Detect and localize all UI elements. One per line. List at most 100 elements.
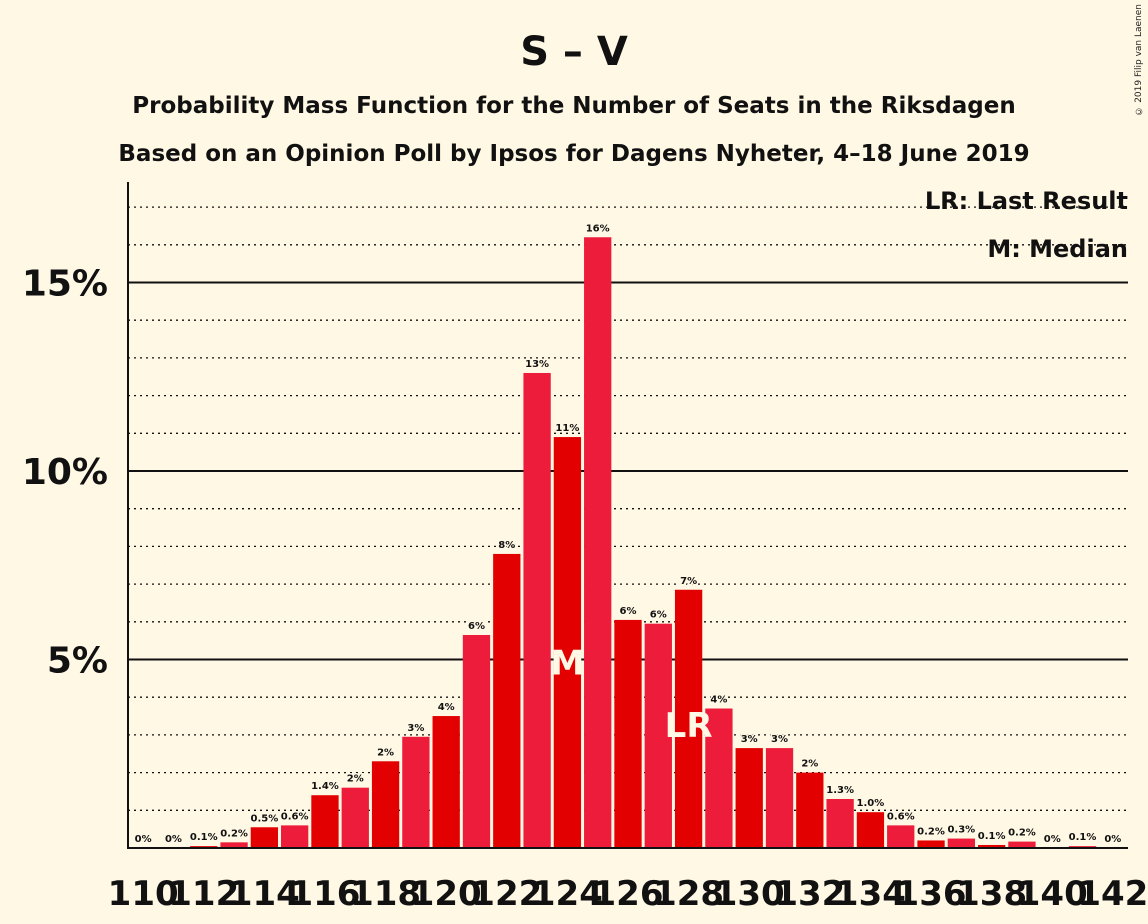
bar: [796, 772, 824, 848]
data-label: 2%: [377, 747, 394, 758]
data-label: 0.1%: [190, 832, 218, 843]
data-label: 0.6%: [281, 811, 309, 822]
y-tick-label: 15%: [22, 264, 108, 305]
bar: [735, 748, 763, 848]
x-tick-label: 122: [471, 874, 542, 914]
bar: [887, 825, 915, 848]
data-label-halo: 2%: [801, 759, 818, 770]
x-tick-label: 116: [289, 874, 360, 914]
bar: [311, 795, 339, 848]
data-label-halo: 0.2%: [1008, 828, 1036, 839]
data-label: 7%: [680, 576, 697, 587]
x-tick-label: 134: [835, 874, 906, 914]
data-label: 0.2%: [220, 828, 248, 839]
data-label-halo: 0.6%: [281, 811, 309, 822]
data-label: 4%: [710, 695, 727, 706]
data-label-halo: 7%: [680, 576, 697, 587]
x-tick-label: 114: [229, 874, 300, 914]
x-tick-label: 128: [653, 874, 724, 914]
x-tick-label: 140: [1017, 874, 1088, 914]
data-label-halo: 0%: [135, 834, 152, 845]
bar: [493, 553, 521, 848]
copyright-text: © 2019 Filip van Laenen: [1134, 4, 1144, 116]
data-label-halo: 0.5%: [250, 813, 278, 824]
data-label: 0.3%: [947, 825, 975, 836]
data-label-halo: 1.4%: [311, 781, 339, 792]
x-tick-label: 118: [350, 874, 421, 914]
bar: [584, 237, 612, 848]
chart-title: S – V: [520, 29, 628, 75]
data-label: 2%: [801, 759, 818, 770]
data-label-halo: 0%: [165, 834, 182, 845]
data-label-halo: 0.1%: [190, 832, 218, 843]
data-label: 11%: [555, 423, 579, 434]
chart-subtitle-1: Probability Mass Function for the Number…: [132, 93, 1015, 119]
data-label-halo: 2%: [347, 774, 364, 785]
x-tick-label: 130: [714, 874, 785, 914]
data-label: 6%: [620, 606, 637, 617]
bar: [341, 787, 369, 848]
bar: [1008, 841, 1036, 848]
data-label-halo: 2%: [377, 747, 394, 758]
data-label: 0%: [135, 834, 152, 845]
data-label: 3%: [771, 734, 788, 745]
data-label-halo: 6%: [650, 610, 667, 621]
legend-last-result: LR: Last Result: [925, 187, 1128, 215]
bar: [523, 372, 551, 848]
legend-median: M: Median: [987, 235, 1128, 263]
data-label: 0.5%: [250, 813, 278, 824]
bar: [947, 838, 975, 848]
data-label-halo: 6%: [468, 621, 485, 632]
data-label: 1.3%: [826, 785, 854, 796]
bar: [977, 844, 1006, 848]
bar: [553, 437, 582, 848]
data-label-halo: 11%: [555, 423, 579, 434]
bar: [917, 840, 945, 848]
data-label: 0%: [1104, 834, 1121, 845]
data-label-halo: 0.2%: [220, 828, 248, 839]
data-label: 1.0%: [857, 798, 885, 809]
y-tick-label: 5%: [47, 641, 108, 682]
axes: 5%10%15%11011211411611812012212412612813…: [22, 182, 1148, 914]
x-tick-label: 142: [1077, 874, 1148, 914]
x-tick-label: 132: [774, 874, 845, 914]
data-label: 0%: [1044, 834, 1061, 845]
x-tick-label: 112: [168, 874, 239, 914]
bar: [644, 623, 672, 848]
bar: [826, 798, 854, 848]
bar: [674, 589, 703, 848]
data-label: 0.2%: [917, 826, 945, 837]
data-label-halo: 16%: [586, 223, 610, 234]
data-label: 16%: [586, 223, 610, 234]
bar: [462, 634, 491, 848]
y-tick-label: 10%: [22, 452, 108, 493]
x-tick-label: 120: [411, 874, 482, 914]
data-label-halo: 3%: [741, 734, 758, 745]
chart-subtitle-2: Based on an Opinion Poll by Ipsos for Da…: [118, 141, 1029, 167]
data-label-halo: 3%: [407, 723, 424, 734]
data-label: 8%: [498, 540, 515, 551]
bar: [705, 708, 733, 848]
data-label: 0%: [165, 834, 182, 845]
data-label-halo: 0%: [1104, 834, 1121, 845]
data-label-halo: 8%: [498, 540, 515, 551]
x-tick-label: 138: [956, 874, 1027, 914]
bar: [432, 716, 460, 848]
data-label: 3%: [741, 734, 758, 745]
data-label: 0.1%: [1069, 832, 1097, 843]
data-label-halo: 0.1%: [978, 831, 1006, 842]
data-label-halo: 0%: [1044, 834, 1061, 845]
data-label-halo: 6%: [620, 606, 637, 617]
bar: [856, 812, 885, 848]
data-label: 4%: [438, 702, 455, 713]
data-label-halo: 0.2%: [917, 826, 945, 837]
data-label-halo: 3%: [771, 734, 788, 745]
data-label: 6%: [468, 621, 485, 632]
bar: [371, 761, 400, 848]
data-label: 1.4%: [311, 781, 339, 792]
data-label: 0.1%: [978, 831, 1006, 842]
data-label-halo: 1.0%: [857, 798, 885, 809]
data-label-halo: 0.1%: [1069, 832, 1097, 843]
x-tick-label: 110: [108, 874, 179, 914]
median-marker: M: [550, 644, 584, 684]
